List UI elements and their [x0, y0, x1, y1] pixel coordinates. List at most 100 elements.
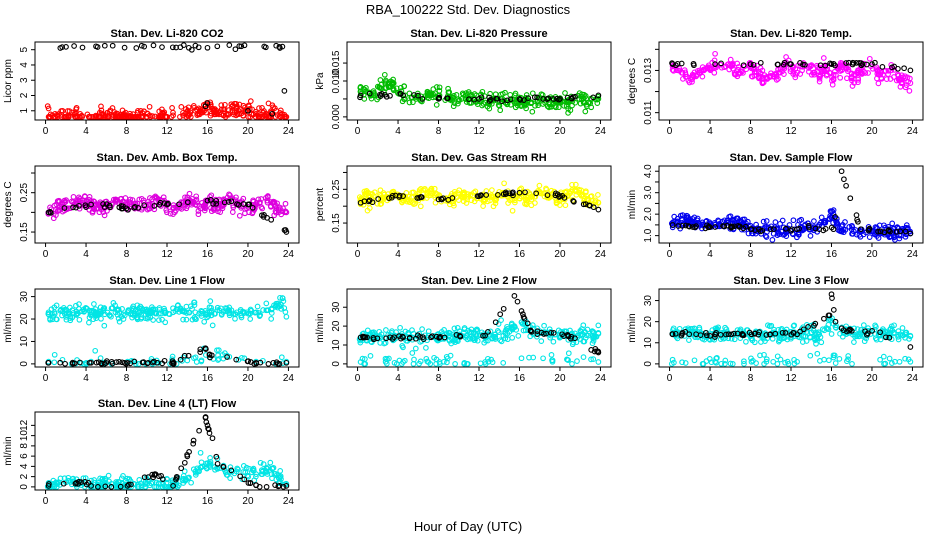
data-point — [45, 359, 52, 366]
data-point — [283, 229, 290, 235]
data-point — [423, 345, 429, 351]
y-axis-label: degrees C — [627, 58, 638, 104]
data-point — [669, 63, 676, 70]
data-point — [363, 188, 370, 194]
data-point — [580, 201, 587, 208]
data-point — [541, 331, 547, 337]
y-tick-label: 3.0 — [643, 185, 654, 199]
data-point — [253, 309, 259, 316]
data-point — [193, 196, 200, 203]
data-point — [557, 193, 563, 199]
data-point — [185, 352, 192, 359]
data-point — [149, 471, 156, 478]
data-point — [125, 481, 132, 488]
data-point — [389, 192, 396, 199]
data-point — [263, 300, 270, 307]
y-tick-label: 0.011 — [643, 100, 654, 125]
data-point — [444, 95, 450, 102]
x-tick-label: 4 — [83, 496, 89, 507]
data-point — [907, 230, 914, 237]
data-point — [268, 108, 274, 114]
y-tick-label: 10 — [19, 335, 30, 347]
x-tick-label: 12 — [785, 373, 797, 384]
data-point — [518, 355, 525, 362]
y-tick-label: 10 — [19, 430, 30, 442]
x-tick-label: 12 — [785, 249, 797, 260]
data-point — [389, 336, 396, 342]
data-point — [509, 207, 516, 214]
data-point — [262, 44, 269, 51]
data-point — [185, 475, 192, 481]
y-tick-label: 8 — [19, 443, 30, 449]
data-point — [445, 85, 451, 92]
data-point — [859, 61, 866, 67]
data-point — [108, 484, 115, 490]
series-3 — [45, 345, 290, 367]
data-point — [227, 464, 234, 470]
data-point — [54, 198, 61, 204]
series-2 — [669, 168, 914, 237]
x-tick-label: 20 — [554, 373, 566, 384]
data-point — [669, 61, 676, 67]
data-point — [788, 61, 794, 67]
y-tick-label: 0.15 — [19, 222, 30, 242]
data-point — [802, 333, 809, 339]
data-point — [565, 332, 571, 339]
data-point — [696, 324, 703, 331]
data-point — [236, 43, 243, 49]
data-point — [843, 182, 849, 189]
data-point — [731, 219, 738, 226]
data-point — [424, 92, 431, 99]
data-point — [790, 323, 797, 329]
data-point — [273, 476, 280, 483]
data-points — [669, 50, 914, 94]
data-point — [400, 344, 406, 351]
data-point — [224, 354, 230, 360]
data-point — [748, 355, 754, 362]
data-point — [759, 67, 766, 74]
data-point — [146, 309, 153, 316]
x-tick-label: 24 — [907, 249, 919, 260]
data-point — [816, 226, 823, 233]
data-point — [387, 92, 393, 99]
data-point — [518, 189, 525, 196]
data-point — [740, 62, 747, 69]
data-point — [876, 332, 883, 339]
data-point — [418, 194, 424, 200]
data-point — [389, 328, 395, 334]
data-point — [94, 311, 100, 318]
data-point — [492, 319, 499, 326]
data-point — [856, 60, 863, 66]
x-tick-label: 8 — [748, 373, 754, 384]
data-point — [489, 335, 495, 342]
data-point — [840, 226, 847, 233]
data-point — [803, 338, 810, 344]
data-point — [458, 96, 465, 102]
y-tick-label: 4.0 — [643, 164, 654, 178]
panel-title: Stan. Dev. Line 1 Flow — [109, 275, 225, 287]
x-tick-label: 20 — [554, 249, 566, 260]
data-point — [686, 223, 693, 230]
data-point — [377, 196, 384, 203]
data-point — [278, 354, 285, 361]
x-tick-label: 24 — [283, 126, 295, 137]
data-point — [474, 337, 481, 344]
data-point — [272, 202, 279, 209]
data-point — [397, 84, 404, 91]
data-point — [886, 355, 893, 362]
data-point — [682, 326, 689, 332]
data-point — [783, 228, 789, 235]
data-point — [889, 64, 895, 71]
x-tick-label: 8 — [124, 126, 130, 137]
data-point — [821, 219, 828, 226]
data-point — [718, 60, 724, 67]
panel-title: Stan. Dev. Gas Stream RH — [411, 152, 547, 164]
data-point — [146, 112, 153, 119]
data-point — [374, 96, 380, 103]
data-point — [156, 201, 163, 208]
data-point — [162, 319, 169, 326]
data-point — [795, 229, 802, 236]
data-point — [177, 114, 183, 120]
data-point — [207, 298, 214, 304]
data-point — [177, 44, 184, 51]
